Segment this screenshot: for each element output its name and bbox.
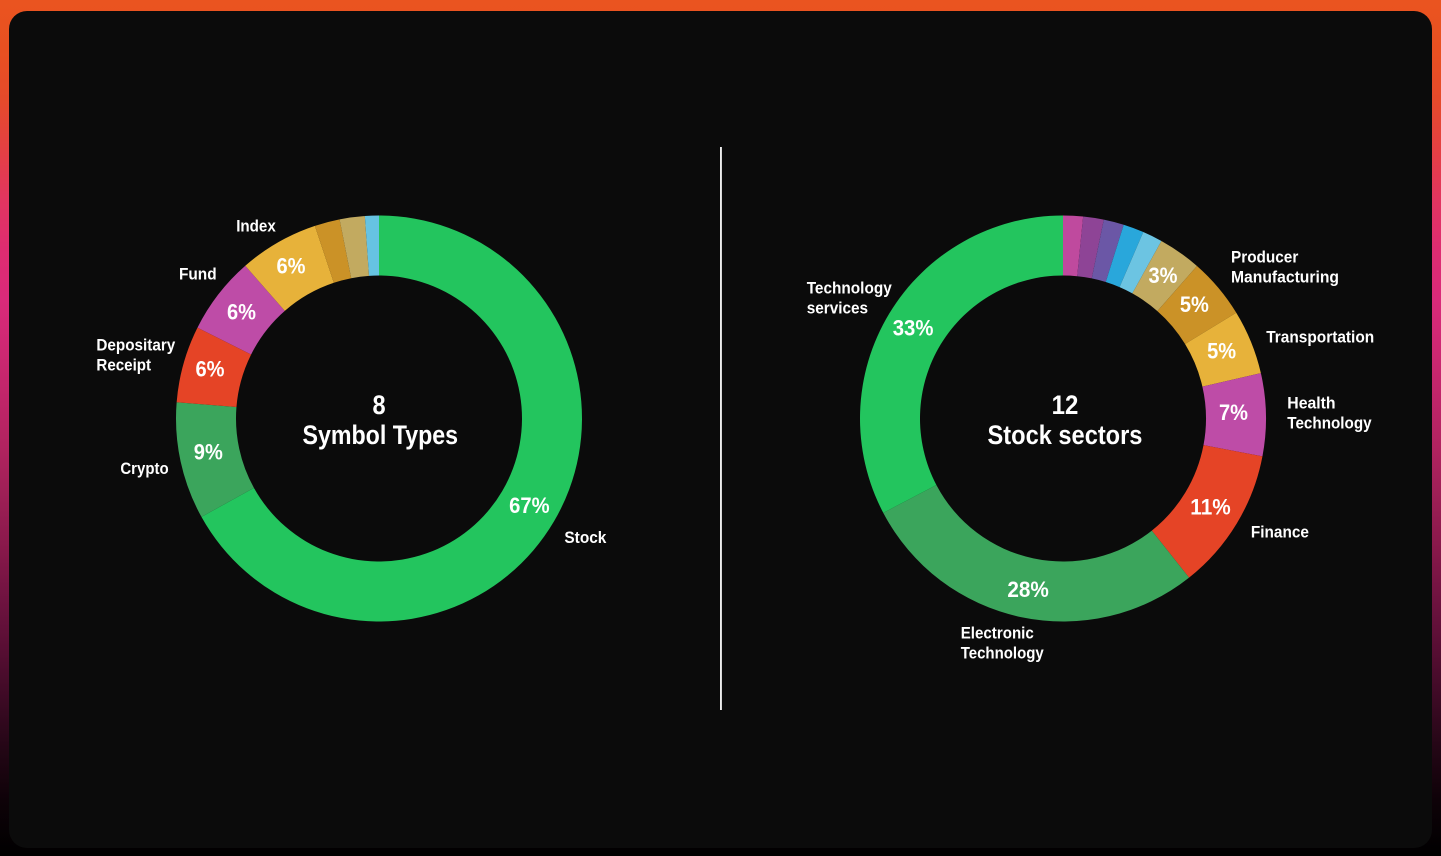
svg-text:Symbol Types: Symbol Types	[302, 420, 458, 450]
svg-text:Finance: Finance	[1251, 524, 1309, 542]
svg-text:Transportation: Transportation	[1266, 328, 1374, 346]
svg-text:6%: 6%	[227, 300, 256, 325]
svg-text:Electronic: Electronic	[961, 625, 1034, 643]
svg-text:Health: Health	[1287, 395, 1335, 413]
svg-text:Fund: Fund	[179, 266, 217, 284]
svg-text:Technology: Technology	[807, 279, 893, 297]
svg-text:Crypto: Crypto	[120, 460, 168, 478]
svg-text:Stock sectors: Stock sectors	[988, 420, 1143, 450]
svg-text:67%: 67%	[509, 493, 550, 518]
svg-text:Depositary: Depositary	[96, 337, 176, 355]
svg-text:12: 12	[1052, 390, 1079, 420]
svg-text:3%: 3%	[1149, 263, 1178, 288]
svg-text:8: 8	[372, 390, 385, 420]
svg-text:Index: Index	[236, 218, 276, 236]
svg-text:Stock: Stock	[564, 529, 607, 547]
svg-text:7%: 7%	[1219, 400, 1248, 425]
svg-text:Producer: Producer	[1231, 248, 1299, 266]
svg-text:33%: 33%	[893, 316, 934, 341]
svg-text:9%: 9%	[194, 440, 223, 465]
svg-text:Technology: Technology	[961, 645, 1045, 663]
svg-text:5%: 5%	[1207, 339, 1236, 364]
svg-text:5%: 5%	[1180, 292, 1209, 317]
svg-text:Manufacturing: Manufacturing	[1231, 268, 1339, 286]
svg-text:Technology: Technology	[1287, 415, 1372, 433]
svg-text:6%: 6%	[196, 357, 225, 382]
svg-text:28%: 28%	[1007, 577, 1049, 602]
svg-text:Receipt: Receipt	[96, 357, 151, 375]
svg-text:services: services	[807, 299, 868, 317]
svg-text:6%: 6%	[277, 254, 306, 279]
svg-text:11%: 11%	[1190, 495, 1230, 520]
